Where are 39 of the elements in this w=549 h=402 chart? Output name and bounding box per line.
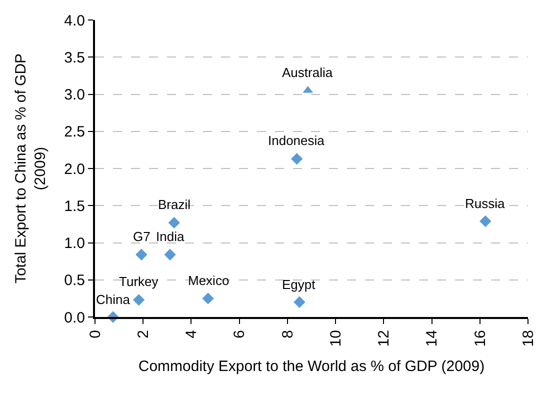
point — [164, 248, 176, 260]
annotation: G7 — [133, 229, 150, 244]
annotation: Brazil — [158, 197, 191, 212]
x-tick-label: 6 — [231, 330, 248, 338]
x-axis-title: Commodity Export to the World as % of GDP (2009) — [138, 358, 485, 376]
x-tick-label: 0 — [86, 330, 104, 338]
annotation: Egypt — [282, 277, 316, 292]
point — [202, 292, 214, 304]
point — [290, 153, 303, 165]
annotation: India — [156, 229, 185, 244]
x-tick-label: 14 — [424, 330, 441, 347]
y-tick-label: 3.5 — [64, 49, 85, 66]
x-tick-label: 4 — [183, 330, 200, 338]
point — [168, 216, 180, 229]
x-tick-label: 18 — [520, 330, 537, 347]
point — [136, 248, 148, 260]
y-tick-label: 1.0 — [64, 235, 85, 252]
y-tick-label: 1.5 — [64, 198, 85, 215]
x-tick-label: 2 — [134, 330, 152, 338]
annotation: China — [96, 292, 131, 307]
y-tick-label: 3.0 — [64, 86, 85, 104]
annotation: Indonesia — [268, 133, 326, 148]
y-tick-label: 0.0 — [64, 309, 85, 326]
point — [294, 296, 306, 308]
y-axis-title: Total Export to China as % of GDP (2009) — [12, 53, 49, 284]
annotation: Russia — [465, 196, 506, 211]
point — [480, 215, 492, 228]
x-tick-label: 10 — [327, 330, 344, 347]
y-tick-label: 2.0 — [64, 160, 85, 178]
y-tick-label: 4.0 — [64, 12, 85, 30]
x-tick-label: 8 — [279, 330, 296, 338]
annotation: Turkey — [119, 274, 159, 289]
y-tick-label: 2.5 — [64, 124, 85, 141]
x-tick-label: 12 — [376, 330, 393, 347]
point — [132, 294, 145, 306]
annotation: Mexico — [188, 273, 230, 288]
x-tick-label: 16 — [472, 330, 489, 347]
y-tick-label: 0.5 — [64, 272, 85, 290]
annotation: Australia — [282, 65, 334, 80]
